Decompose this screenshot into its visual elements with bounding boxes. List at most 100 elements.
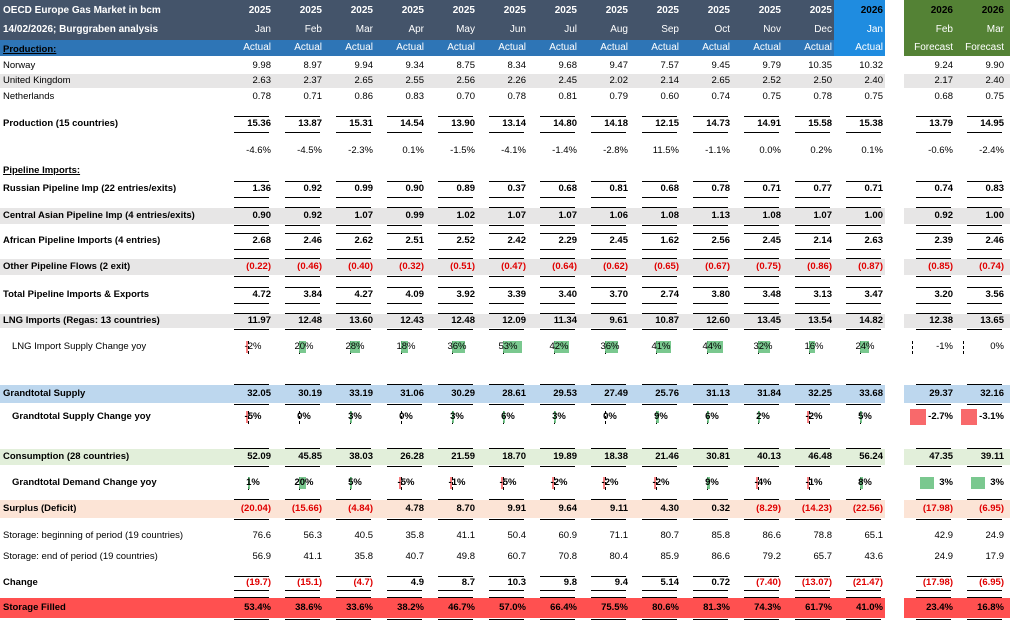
negative-bar xyxy=(807,477,809,489)
data-cell: 32.16 xyxy=(980,388,1004,399)
cell-rule-bottom xyxy=(967,329,1002,330)
bar-axis xyxy=(656,477,657,490)
cell-rule-top xyxy=(967,258,1002,259)
data-cell: 2.56 xyxy=(711,235,731,246)
positive-bar xyxy=(707,477,710,489)
data-cell: 65.7 xyxy=(813,551,833,562)
data-cell: 9.11 xyxy=(610,503,628,514)
data-cell: 0.77 xyxy=(813,183,833,194)
positive-bar xyxy=(971,477,985,489)
data-cell: 16.8% xyxy=(977,602,1004,613)
change-value: 9% xyxy=(705,477,719,488)
cell-rule-bottom xyxy=(846,404,881,405)
cell-rule-bottom xyxy=(846,329,881,330)
cell-rule-bottom xyxy=(916,276,951,277)
data-cell: 12.60 xyxy=(706,315,730,326)
row-band-left xyxy=(0,74,885,88)
data-cell: 70.8 xyxy=(558,551,578,562)
row-label: Other Pipeline Flows (2 exit) xyxy=(3,261,131,272)
cell-rule-top xyxy=(916,287,951,288)
change-value: 20% xyxy=(294,477,314,488)
cell-rule-top xyxy=(540,499,575,500)
data-cell: 71.1 xyxy=(609,530,629,541)
cell-rule-bottom xyxy=(234,619,269,620)
cell-rule-top xyxy=(967,207,1002,208)
data-cell: 14.54 xyxy=(400,118,424,129)
cell-rule-top xyxy=(285,207,320,208)
cell-rule-bottom xyxy=(967,197,1002,198)
negative-bar xyxy=(399,477,401,489)
column-month: May xyxy=(456,24,475,35)
cell-rule-bottom xyxy=(916,249,951,250)
cell-rule-top xyxy=(846,384,881,385)
cell-rule-bottom xyxy=(336,619,371,620)
positive-bar xyxy=(920,477,934,489)
data-cell: 4.78 xyxy=(405,503,425,514)
cell-rule-top xyxy=(642,207,677,208)
cell-rule-top xyxy=(591,384,626,385)
cell-rule-bottom xyxy=(489,329,524,330)
cell-rule-top xyxy=(846,207,881,208)
data-cell: (17.98) xyxy=(922,503,953,514)
data-cell: 60.7 xyxy=(507,551,527,562)
data-cell: 38.03 xyxy=(349,451,373,462)
change-value: 53% xyxy=(498,341,518,352)
cell-rule-bottom xyxy=(234,466,269,467)
change-value: 5% xyxy=(858,411,872,422)
data-cell: 0.92 xyxy=(303,183,323,194)
data-cell: 4.72 xyxy=(252,289,272,300)
data-cell: 35.8 xyxy=(405,530,425,541)
positive-bar xyxy=(503,341,522,353)
data-cell: (15.1) xyxy=(297,577,322,588)
data-cell: 0.81 xyxy=(609,183,629,194)
change-value: -2% xyxy=(805,411,823,422)
cell-rule-bottom xyxy=(916,466,951,467)
change-value: 9% xyxy=(654,411,668,422)
change-value: 24% xyxy=(855,341,875,352)
data-cell: 2.46 xyxy=(985,235,1005,246)
cell-rule-bottom xyxy=(285,276,320,277)
bar-axis xyxy=(605,477,606,490)
data-cell: 13.14 xyxy=(502,118,526,129)
cell-rule-bottom xyxy=(387,132,422,133)
data-cell: 8.34 xyxy=(507,60,527,71)
cell-rule-bottom xyxy=(795,519,830,520)
positive-bar xyxy=(554,411,556,423)
data-cell: 2.26 xyxy=(507,75,527,86)
data-cell: -1.4% xyxy=(552,145,577,156)
bar-axis xyxy=(963,341,964,354)
jan-2026-highlight xyxy=(834,0,885,56)
data-cell: 2.29 xyxy=(558,235,578,246)
row-band-left xyxy=(0,259,885,275)
data-cell: 1.00 xyxy=(864,210,884,221)
cell-rule-bottom xyxy=(540,619,575,620)
data-cell: 2.40 xyxy=(864,75,884,86)
cell-rule-top xyxy=(744,181,779,182)
cell-rule-bottom xyxy=(387,197,422,198)
change-value: 36% xyxy=(600,341,620,352)
cell-rule-bottom xyxy=(642,590,677,591)
negative-bar xyxy=(552,477,554,489)
cell-rule-top xyxy=(642,116,677,117)
data-cell: (0.67) xyxy=(705,261,730,272)
cell-rule-bottom xyxy=(642,132,677,133)
data-cell: 0.89 xyxy=(456,183,476,194)
cell-rule-bottom xyxy=(387,590,422,591)
cell-rule-top xyxy=(916,116,951,117)
change-value: 44% xyxy=(702,341,722,352)
cell-rule-top xyxy=(336,313,371,314)
cell-rule-top xyxy=(387,116,422,117)
cell-rule-bottom xyxy=(916,197,951,198)
cell-rule-bottom xyxy=(540,132,575,133)
data-cell: 1.06 xyxy=(609,210,629,221)
data-cell: 4.09 xyxy=(405,289,425,300)
data-cell: 2.45 xyxy=(609,235,629,246)
cell-rule-bottom xyxy=(916,619,951,620)
data-cell: 57.0% xyxy=(499,602,526,613)
data-cell: 15.38 xyxy=(859,118,883,129)
data-cell: 0.68 xyxy=(934,91,954,102)
positive-bar xyxy=(554,341,569,353)
cell-rule-top xyxy=(336,258,371,259)
data-cell: 31.84 xyxy=(757,388,781,399)
cell-rule-bottom xyxy=(234,276,269,277)
